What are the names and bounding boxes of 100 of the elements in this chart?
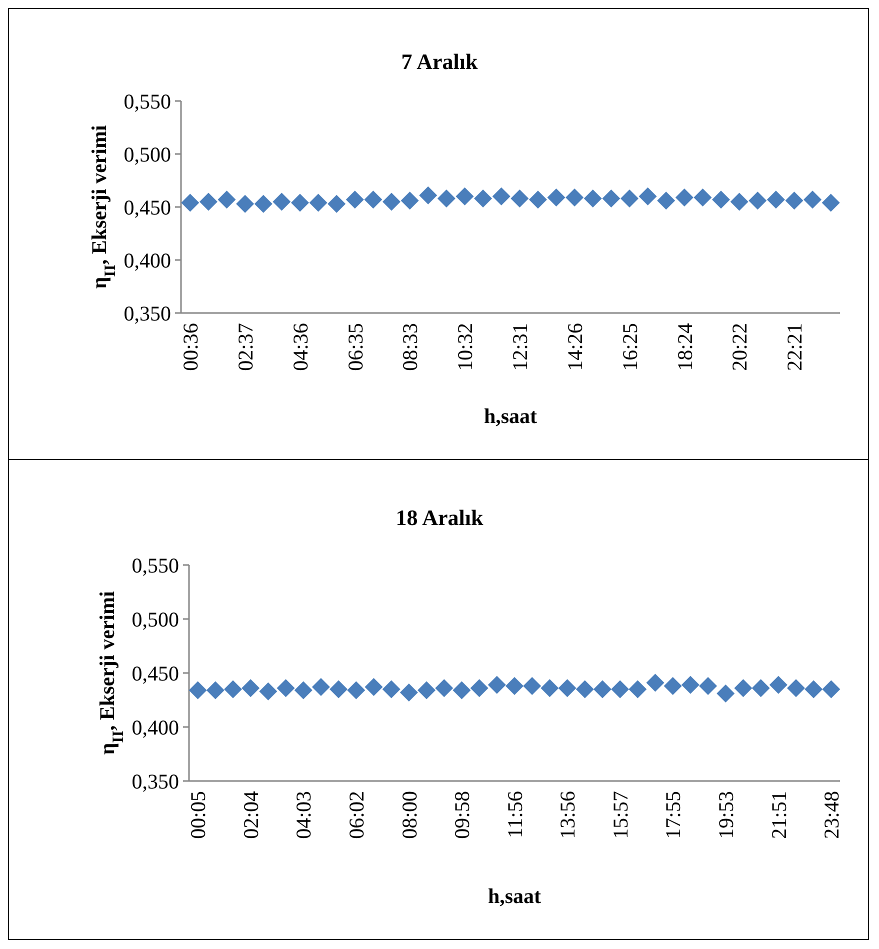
x-tick-label: 04:36 <box>288 323 312 371</box>
x-tick-label: 10:32 <box>453 323 478 371</box>
x-tick-label: 15:57 <box>608 791 632 839</box>
point <box>510 190 529 208</box>
point <box>752 679 770 698</box>
point <box>785 192 804 210</box>
point <box>766 190 785 209</box>
x-tick-label: 00:05 <box>186 791 210 839</box>
x-axis-title: h,saat <box>488 884 542 908</box>
point <box>523 676 542 695</box>
point <box>206 681 224 700</box>
x-tick-label: 06:02 <box>344 791 368 839</box>
point <box>488 676 506 694</box>
point <box>681 676 700 694</box>
point <box>259 682 278 700</box>
point <box>506 676 524 695</box>
x-tick-label: 11:56 <box>502 791 527 838</box>
y-tick-label: 0,350 <box>132 769 179 794</box>
point <box>437 190 456 208</box>
point <box>628 680 647 698</box>
y-tick-label: 0,400 <box>132 715 179 740</box>
point <box>419 186 438 204</box>
point <box>470 679 488 698</box>
x-tick-label: 02:37 <box>233 323 258 371</box>
point <box>664 676 682 695</box>
y-tick-label: 0,400 <box>124 248 171 272</box>
point <box>716 684 735 703</box>
point <box>547 188 566 206</box>
point <box>400 192 419 210</box>
x-tick-label: 00:36 <box>178 323 203 371</box>
x-tick-label: 16:25 <box>618 323 642 371</box>
chart-title: 18 Aralık <box>396 505 484 530</box>
point <box>769 676 788 694</box>
point <box>236 194 254 213</box>
x-tick-label: 18:24 <box>672 322 697 371</box>
x-tick-label: 20:22 <box>728 323 752 371</box>
y-tick-label: 0,550 <box>132 553 179 578</box>
x-tick-label: 19:53 <box>714 791 738 839</box>
point <box>804 680 823 698</box>
x-tick-label: 08:00 <box>397 791 422 839</box>
point <box>694 188 712 206</box>
point <box>364 678 383 696</box>
point <box>675 188 694 206</box>
x-tick-label: 23:48 <box>820 791 844 839</box>
point <box>400 683 418 702</box>
y-tick-label: 0,450 <box>124 195 171 220</box>
point <box>382 680 400 698</box>
x-tick-label: 04:03 <box>292 791 316 839</box>
point <box>224 680 242 698</box>
point <box>199 192 218 211</box>
point <box>312 678 330 696</box>
point <box>492 187 510 206</box>
x-tick-label: 21:51 <box>766 791 791 839</box>
point <box>181 194 200 212</box>
point <box>456 187 474 206</box>
point <box>566 188 584 206</box>
point <box>558 679 576 698</box>
point <box>699 676 718 695</box>
point <box>276 679 295 698</box>
point <box>528 190 547 209</box>
x-tick-label: 08:33 <box>398 323 422 371</box>
point <box>346 190 364 209</box>
point <box>309 194 328 212</box>
point <box>435 679 454 698</box>
point <box>576 680 594 698</box>
point <box>218 190 236 209</box>
point <box>364 190 382 209</box>
x-tick-label: 12:31 <box>508 323 532 371</box>
point <box>328 194 346 213</box>
point <box>188 681 207 700</box>
x-tick-label: 02:04 <box>238 790 263 839</box>
x-axis-title: h,saat <box>484 404 538 428</box>
x-tick-label: 09:58 <box>450 791 474 839</box>
point <box>294 681 312 700</box>
y-tick-label: 0,500 <box>132 607 179 632</box>
point <box>620 190 638 208</box>
point <box>290 194 309 212</box>
point <box>418 681 436 700</box>
point <box>822 194 840 212</box>
point <box>474 190 492 208</box>
point <box>734 679 752 698</box>
point <box>787 679 806 698</box>
point <box>822 680 840 698</box>
point <box>330 680 348 698</box>
point <box>748 192 767 210</box>
x-tick-label: 14:26 <box>562 323 587 371</box>
point <box>712 190 730 209</box>
chart-title: 7 Aralık <box>401 49 478 74</box>
point <box>584 190 602 208</box>
point <box>593 680 612 698</box>
x-tick-label: 06:35 <box>343 323 368 371</box>
point <box>540 679 559 698</box>
x-tick-label: 17:55 <box>661 791 686 839</box>
point <box>272 192 291 211</box>
point <box>638 187 657 206</box>
point <box>602 190 620 208</box>
y-tick-label: 0,350 <box>124 301 171 326</box>
point <box>730 192 748 211</box>
point <box>646 674 664 692</box>
point <box>611 680 630 698</box>
